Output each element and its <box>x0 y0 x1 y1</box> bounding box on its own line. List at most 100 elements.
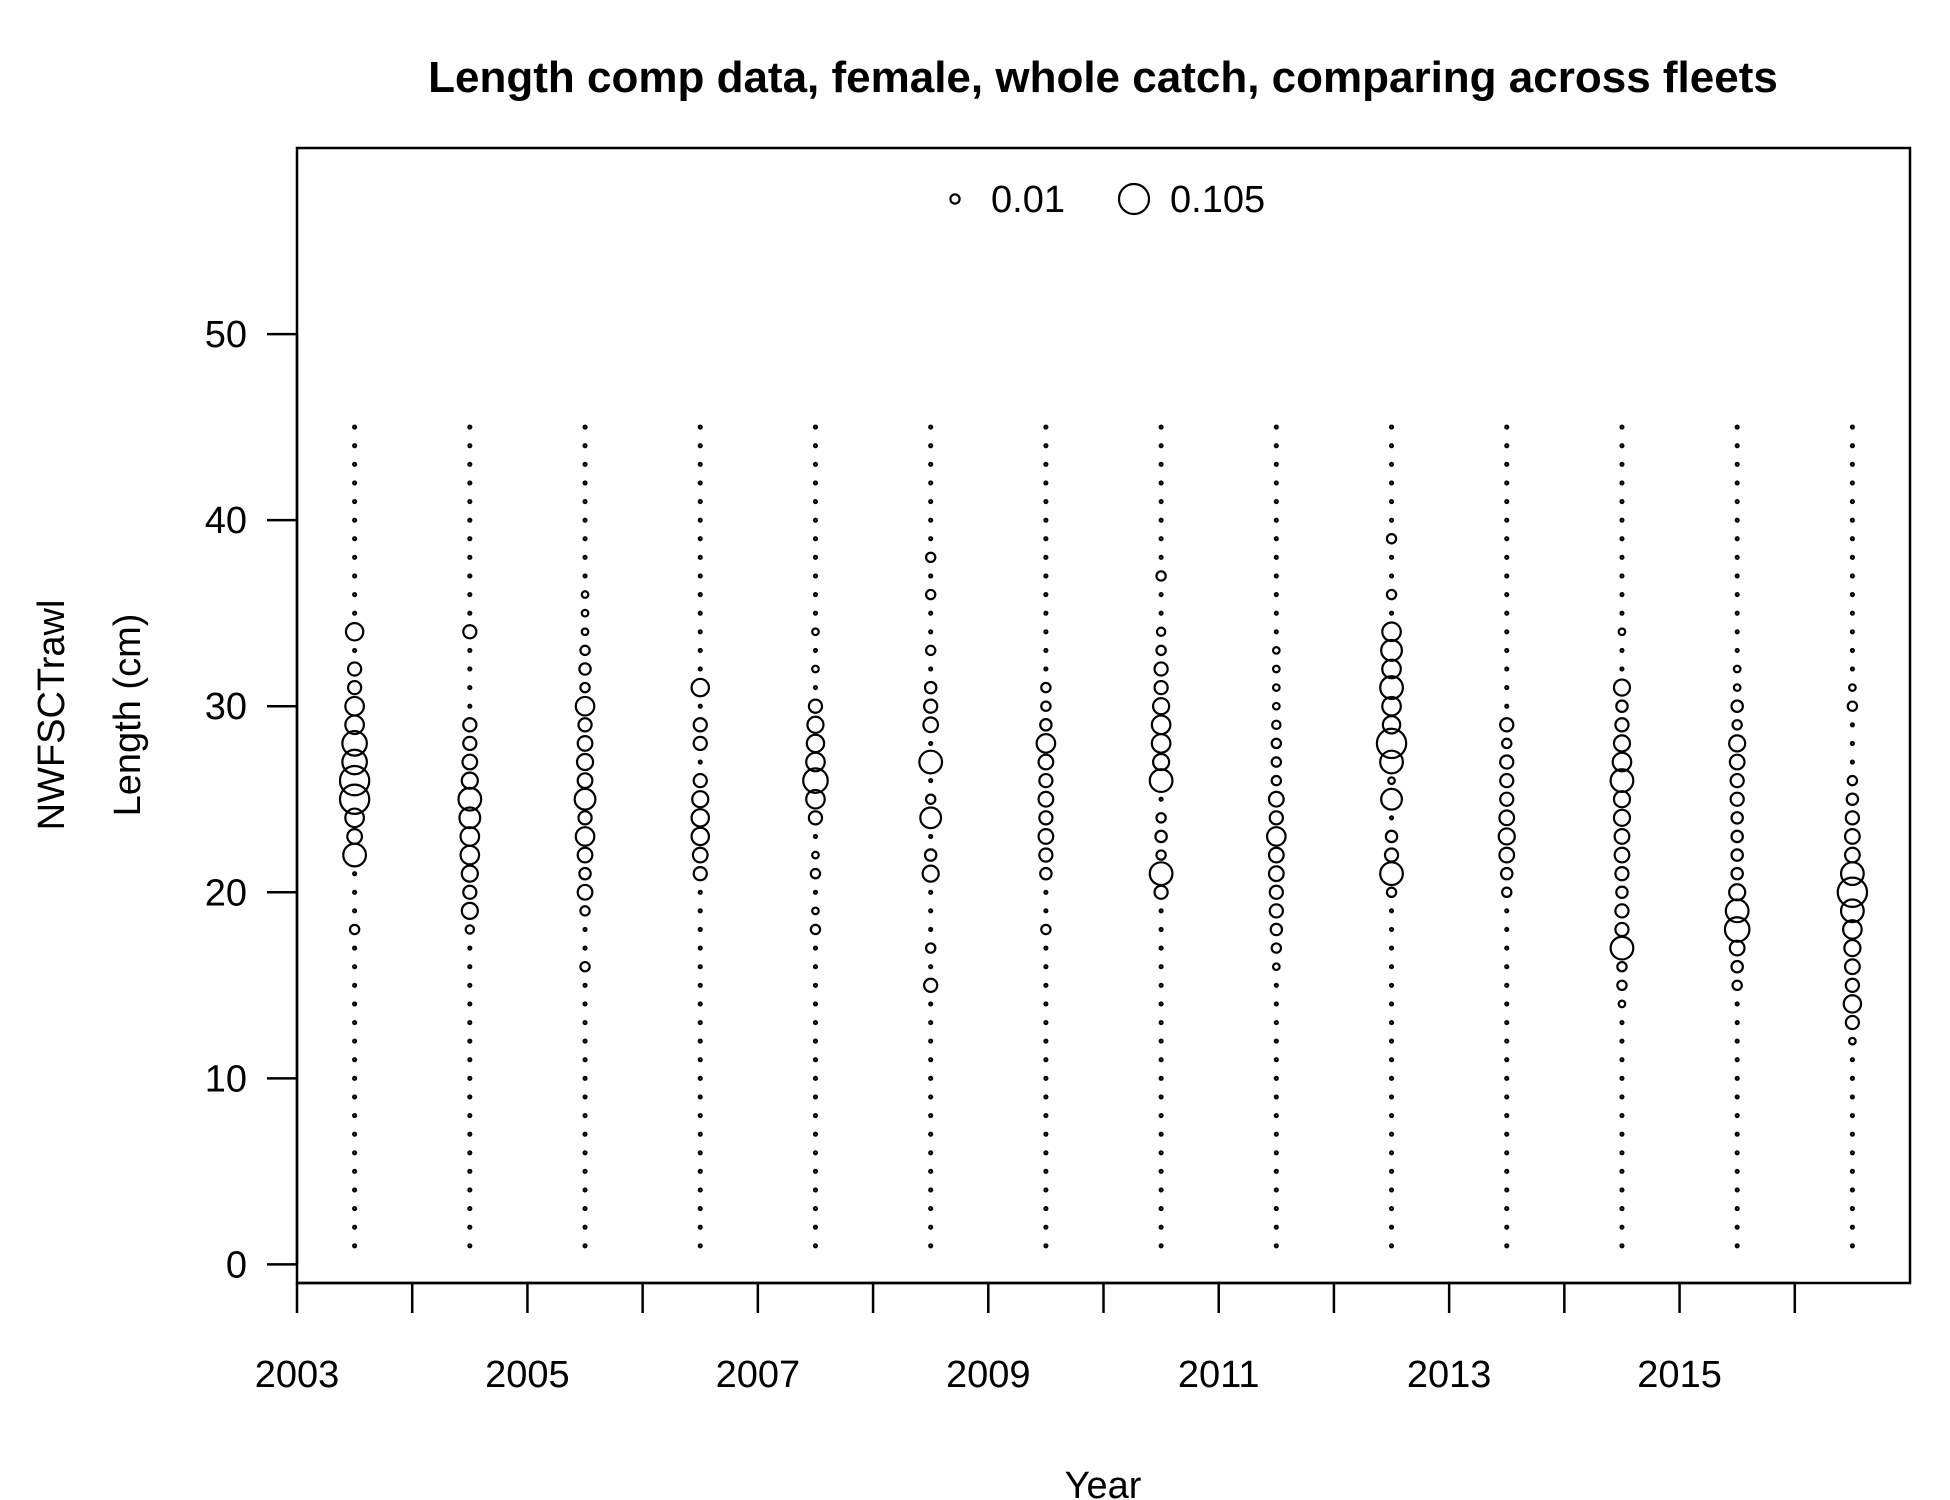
data-point <box>924 588 937 601</box>
data-point <box>922 716 940 734</box>
data-point <box>1849 591 1855 598</box>
data-point <box>1043 908 1049 914</box>
data-point <box>697 666 703 672</box>
data-point <box>928 610 934 616</box>
data-point <box>1849 1168 1855 1174</box>
data-point <box>928 1243 934 1249</box>
data-point <box>1158 1187 1164 1193</box>
data-point <box>1151 697 1171 716</box>
data-point <box>1504 926 1510 933</box>
data-point <box>1619 1168 1625 1174</box>
data-point <box>467 1131 473 1137</box>
data-point <box>1849 424 1855 430</box>
data-point <box>1388 498 1395 505</box>
data-point <box>1611 751 1633 773</box>
data-point <box>582 982 588 988</box>
data-point <box>928 1057 934 1063</box>
data-point <box>1504 610 1510 616</box>
data-point <box>1849 666 1855 672</box>
data-point <box>697 554 703 560</box>
data-point <box>923 848 938 862</box>
data-point <box>1617 999 1627 1009</box>
data-point <box>1158 926 1164 933</box>
data-point <box>1612 678 1632 697</box>
data-point <box>1043 629 1049 635</box>
data-point <box>697 1187 703 1193</box>
data-point <box>467 964 473 970</box>
data-point <box>582 536 588 542</box>
data-point <box>1498 846 1516 864</box>
data-point <box>928 740 934 746</box>
x-tick-label: 2013 <box>1407 1354 1492 1396</box>
data-point <box>1732 683 1742 692</box>
data-point <box>1043 461 1049 467</box>
data-point <box>1150 714 1172 736</box>
data-point <box>1270 942 1283 954</box>
data-point <box>352 945 358 951</box>
data-point <box>928 778 934 784</box>
data-point <box>1267 846 1285 864</box>
data-point <box>802 767 829 794</box>
data-point <box>352 964 358 970</box>
data-point <box>1158 945 1164 951</box>
data-point <box>812 1038 819 1044</box>
data-point <box>1848 1036 1857 1046</box>
data-point <box>582 1019 588 1026</box>
data-point <box>1043 424 1049 430</box>
data-point <box>809 867 822 880</box>
data-point <box>1849 1094 1855 1100</box>
data-point <box>805 788 826 810</box>
data-point <box>1619 1150 1625 1156</box>
legend-symbol <box>1117 182 1151 216</box>
data-point <box>467 666 473 672</box>
data-point <box>1388 1112 1395 1119</box>
data-point <box>1155 812 1167 824</box>
data-point <box>1388 1224 1395 1230</box>
data-point <box>811 627 820 637</box>
data-point <box>577 810 593 826</box>
data-point <box>352 1094 358 1100</box>
data-point <box>346 679 363 696</box>
data-point <box>1849 443 1855 449</box>
data-point <box>928 1150 934 1156</box>
data-point <box>1043 945 1049 951</box>
data-point <box>1619 1243 1625 1249</box>
data-point <box>1734 610 1740 616</box>
data-point <box>697 498 703 505</box>
data-point <box>1158 554 1164 560</box>
data-point <box>1504 1019 1510 1026</box>
data-point <box>1734 1224 1740 1230</box>
data-point <box>1267 790 1285 808</box>
data-point <box>467 443 473 449</box>
data-point <box>1734 498 1740 505</box>
data-point <box>1388 945 1395 951</box>
data-point <box>1619 1131 1625 1137</box>
data-point <box>1730 866 1744 881</box>
legend-symbol <box>949 193 961 205</box>
data-point <box>923 680 938 695</box>
data-point <box>460 864 479 883</box>
data-point <box>1270 774 1283 787</box>
data-point <box>928 424 934 430</box>
data-point <box>1619 517 1625 523</box>
data-point <box>1504 945 1510 951</box>
data-point <box>458 806 482 830</box>
data-point <box>1273 1206 1279 1212</box>
data-point <box>1730 959 1744 974</box>
data-point <box>582 461 588 467</box>
data-point <box>1849 1131 1855 1137</box>
data-point <box>467 573 473 579</box>
data-point <box>1613 846 1631 864</box>
data-point <box>697 424 703 430</box>
data-point <box>697 703 703 709</box>
data-point <box>578 662 592 676</box>
y-axis: 0 10 20 30 40 50 <box>205 314 299 1286</box>
data-point <box>1504 1038 1510 1044</box>
x-tick-label: 2015 <box>1637 1354 1722 1396</box>
data-point <box>1619 443 1625 449</box>
data-point <box>1619 1038 1625 1044</box>
data-point <box>576 772 594 790</box>
data-point <box>352 1038 358 1044</box>
data-point <box>1849 647 1855 653</box>
data-point <box>692 717 708 733</box>
